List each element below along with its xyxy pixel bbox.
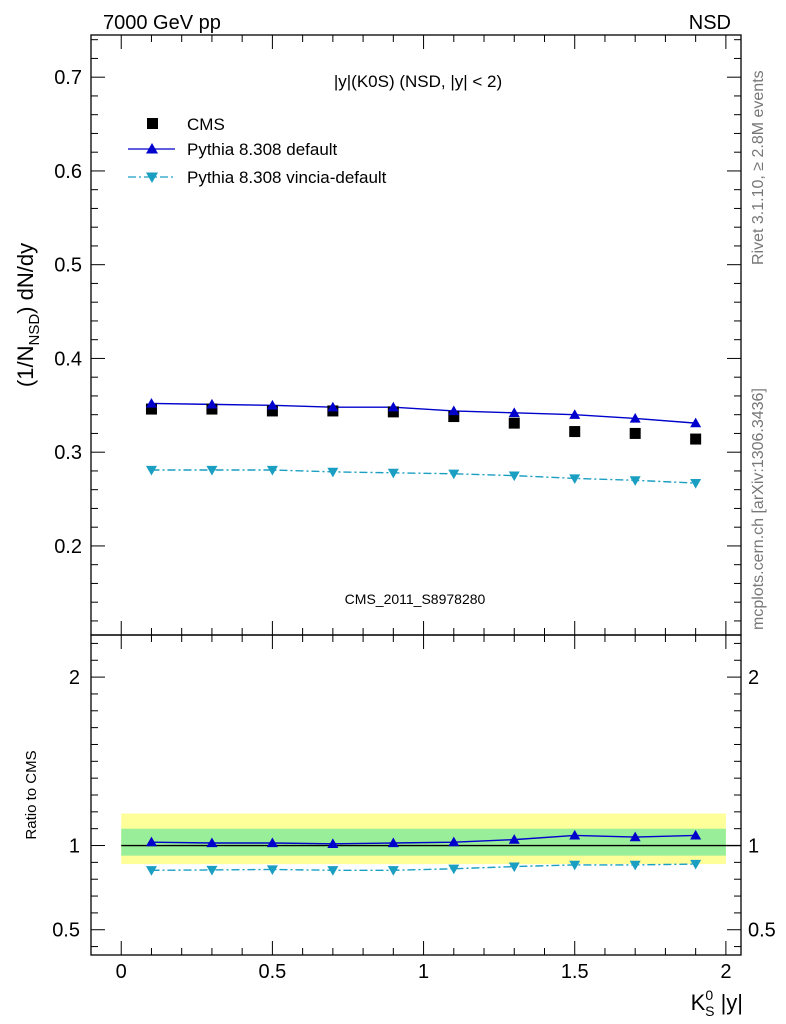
ratio-default-point	[145, 836, 157, 847]
ratio-vincia-point	[508, 862, 520, 873]
header-left: 7000 GeV pp	[103, 12, 221, 34]
default-point	[448, 405, 460, 416]
ratio-default-point	[629, 831, 641, 842]
ratio-ytick-label-left: 0.5	[52, 920, 80, 942]
ratio-panel: 0.5 0.5 1 1 2 2 0 0.5 1 1.5 2 Ratio to CMS K0 S |y|	[23, 634, 776, 1019]
default-point	[266, 399, 278, 410]
mcplots-label: mcplots.cern.ch [arXiv:1306.3436]	[750, 388, 767, 630]
vincia-point	[387, 468, 399, 479]
cms-point	[387, 406, 399, 418]
default-point	[145, 397, 157, 408]
vincia-point	[508, 471, 520, 482]
default-point	[690, 417, 702, 428]
default-point	[327, 401, 339, 412]
ratio-ylabel: Ratio to CMS	[23, 750, 40, 839]
ratio-vincia-point	[327, 866, 339, 876]
ratio-ytick-label-left: 2	[69, 667, 80, 689]
main-ylabel: (1/NNSD) dN/dy	[13, 243, 43, 387]
ratio-default-point	[690, 829, 702, 840]
vincia-point	[629, 476, 641, 486]
vincia-point	[206, 465, 218, 476]
ratio-vincia-point	[206, 865, 218, 876]
ratio-vincia-line	[151, 863, 696, 871]
ratio-vincia-point	[629, 860, 641, 871]
main-ytick-label: 0.5	[54, 255, 82, 277]
default-point	[387, 401, 399, 412]
legend-cms-marker	[147, 118, 158, 129]
vincia-point	[690, 479, 702, 489]
ratio-ytick-label-right: 0.5	[748, 920, 776, 942]
default-point	[206, 398, 218, 409]
main-panel: 0.2 0.3 0.4 0.5 0.6 0.7 (1/NNSD) dN/dy |y|(K0S)…	[13, 34, 742, 636]
legend-vincia-marker	[146, 172, 158, 183]
series-default-line	[151, 402, 696, 424]
ratio-ytick-label-right: 2	[748, 667, 759, 689]
ratio-default-point	[266, 837, 278, 848]
main-ytick-label: 0.6	[54, 161, 82, 183]
cms-point	[569, 426, 581, 438]
legend-default-marker	[146, 143, 158, 154]
vincia-point	[448, 469, 460, 480]
vincia-point	[145, 465, 157, 476]
ratio-vincia-point	[448, 864, 460, 875]
cms-point	[448, 411, 460, 423]
vincia-point	[266, 465, 278, 476]
cms-point	[145, 403, 157, 415]
ratio-xtick-label: 1.5	[561, 961, 589, 983]
ratio-xtick-label: 0	[116, 961, 127, 983]
legend-vincia-label: Pythia 8.308 vincia-default	[187, 168, 387, 187]
ratio-xtick-label: 1	[418, 961, 429, 983]
ratio-vincia-point	[569, 860, 581, 871]
main-ytick-label: 0.2	[54, 536, 82, 558]
chart-title: |y|(K0S) (NSD, |y| < 2)	[334, 72, 502, 91]
legend-default-label: Pythia 8.308 default	[187, 140, 338, 159]
default-point	[569, 409, 581, 419]
ratio-ytick-label-left: 1	[69, 836, 80, 858]
cms-point	[629, 427, 641, 439]
ratio-default-point	[569, 829, 581, 840]
main-ytick-label: 0.4	[54, 348, 82, 370]
ratio-frame	[90, 634, 742, 956]
vincia-point	[569, 474, 581, 484]
main-ytick-label: 0.7	[54, 67, 82, 89]
main-ytick-label: 0.3	[54, 442, 82, 464]
ratio-xtick-label: 0.5	[258, 961, 286, 983]
cms-point	[690, 433, 702, 445]
ratio-default-line	[151, 834, 696, 845]
ratio-ytick-label-right: 1	[748, 836, 759, 858]
ratio-vincia-point	[266, 865, 278, 875]
ratio-xtick-label: 2	[720, 961, 731, 983]
ratio-default-point	[508, 834, 520, 844]
ratio-vincia-point	[690, 859, 702, 870]
ratio-default-point	[206, 837, 218, 848]
cms-point	[206, 403, 218, 415]
series-vincia-line	[151, 469, 696, 484]
x-axis-label: K0 S |y|	[691, 987, 743, 1019]
ratio-default-point	[387, 837, 399, 848]
ratio-vincia-point	[387, 866, 399, 876]
default-point	[508, 407, 520, 417]
ratio-default-point	[448, 836, 460, 847]
watermark: CMS_2011_S8978280	[345, 591, 486, 607]
cms-point	[266, 405, 278, 417]
ratio-vincia-point	[145, 866, 157, 876]
default-point	[629, 412, 641, 423]
rivet-label: Rivet 3.1.10, ≥ 2.8M events	[750, 70, 767, 265]
legend-cms-label: CMS	[187, 115, 225, 134]
ratio-default-point	[327, 838, 339, 848]
vincia-point	[327, 467, 339, 478]
cms-point	[508, 417, 520, 429]
header-right: NSD	[689, 12, 731, 34]
